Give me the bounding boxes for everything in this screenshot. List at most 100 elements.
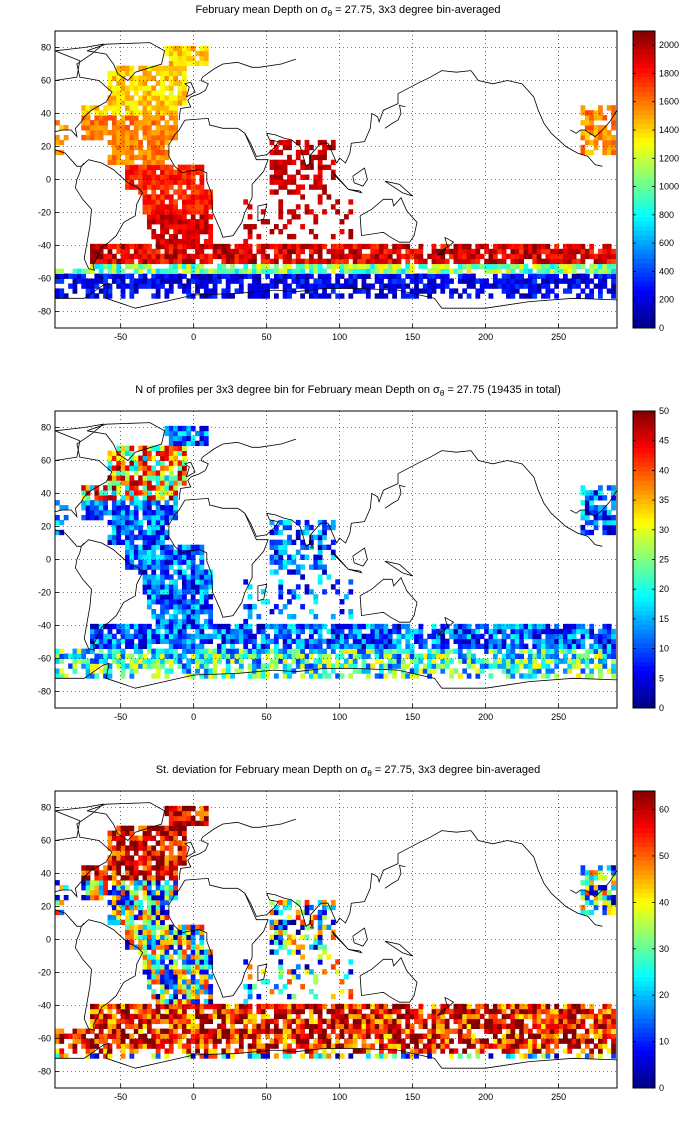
data-cell [238, 278, 244, 284]
data-cell [247, 1043, 253, 1049]
data-cell [190, 278, 196, 284]
data-cell [155, 594, 161, 600]
data-cell [440, 668, 446, 674]
data-cell [151, 179, 157, 185]
data-cell [72, 1048, 78, 1054]
data-cell [230, 1008, 235, 1015]
data-cell [160, 495, 165, 501]
data-cell [182, 628, 187, 635]
data-cell [252, 653, 257, 659]
data-cell [300, 1028, 306, 1034]
data-cell [98, 125, 104, 131]
data-cell [593, 134, 599, 141]
data-cell [151, 174, 157, 180]
data-cell [370, 258, 376, 265]
data-cell [138, 643, 143, 649]
data-cell [374, 653, 380, 659]
data-cell [155, 95, 161, 101]
data-cell [527, 658, 533, 664]
data-cell [370, 638, 376, 645]
data-cell [155, 1043, 161, 1049]
data-cell [392, 243, 397, 250]
data-cell [173, 638, 179, 645]
data-cell [103, 105, 108, 111]
data-cell [453, 633, 459, 640]
coastline [55, 423, 113, 519]
data-cell [606, 105, 612, 111]
data-cell [182, 569, 187, 575]
data-cell [225, 278, 231, 284]
data-cell [146, 574, 152, 580]
data-cell [554, 643, 560, 649]
data-cell [133, 623, 139, 630]
colorbar-segment [633, 694, 655, 700]
colorbar-segment [633, 54, 655, 60]
data-cell [190, 263, 196, 269]
data-cell [173, 204, 179, 210]
data-cell [173, 1018, 179, 1025]
data-cell [273, 1028, 279, 1034]
data-cell [317, 248, 323, 255]
data-cell [111, 90, 117, 96]
data-cell [374, 643, 380, 649]
data-cell [497, 283, 503, 289]
data-cell [287, 628, 292, 635]
data-cell [203, 243, 209, 250]
data-cell [330, 283, 336, 289]
coastline [184, 461, 196, 478]
data-cell [203, 1053, 209, 1059]
data-cell [273, 1023, 279, 1029]
data-cell [98, 505, 104, 511]
data-cell [457, 253, 463, 260]
data-cell [418, 248, 424, 255]
data-cell [142, 273, 148, 279]
data-cell [133, 248, 139, 255]
data-cell [107, 258, 113, 265]
data-cell [304, 1033, 310, 1039]
data-cell [287, 589, 292, 595]
data-cell [168, 283, 174, 289]
colorbar-segment [633, 147, 655, 152]
data-cell [190, 544, 196, 550]
data-cell [155, 1018, 161, 1025]
data-cell [129, 149, 135, 156]
data-cell [562, 638, 568, 645]
x-tick-label: 100 [332, 332, 347, 342]
data-cell [177, 554, 183, 560]
data-cell [203, 589, 209, 595]
data-cell [155, 139, 161, 146]
data-cell [55, 134, 60, 141]
data-cell [405, 273, 411, 279]
data-cell [462, 243, 468, 250]
data-cell [308, 668, 314, 674]
data-cell [304, 243, 310, 250]
data-cell [195, 1028, 200, 1034]
data-cell [138, 243, 143, 250]
data-cell [125, 505, 130, 511]
data-cell [199, 194, 205, 200]
data-cell [182, 594, 187, 600]
data-cell [379, 1023, 384, 1029]
data-cell [593, 648, 599, 654]
colorbar-segment [633, 165, 655, 171]
data-cell [365, 263, 371, 269]
data-cell [418, 1033, 424, 1039]
data-cell [116, 80, 122, 86]
data-cell [506, 663, 511, 669]
data-cell [598, 668, 603, 674]
data-cell [282, 224, 288, 230]
data-cell [98, 115, 104, 121]
data-cell [265, 243, 270, 250]
data-cell [98, 263, 104, 269]
data-cell [182, 55, 187, 62]
data-cell [173, 658, 179, 664]
coastline [470, 70, 603, 167]
data-cell [554, 628, 560, 635]
data-cell [269, 1043, 275, 1049]
data-cell [510, 268, 516, 274]
data-cell [484, 663, 489, 669]
coastline [348, 189, 363, 194]
data-cell [94, 633, 100, 640]
data-cell [107, 1018, 113, 1025]
data-cell [335, 643, 341, 649]
